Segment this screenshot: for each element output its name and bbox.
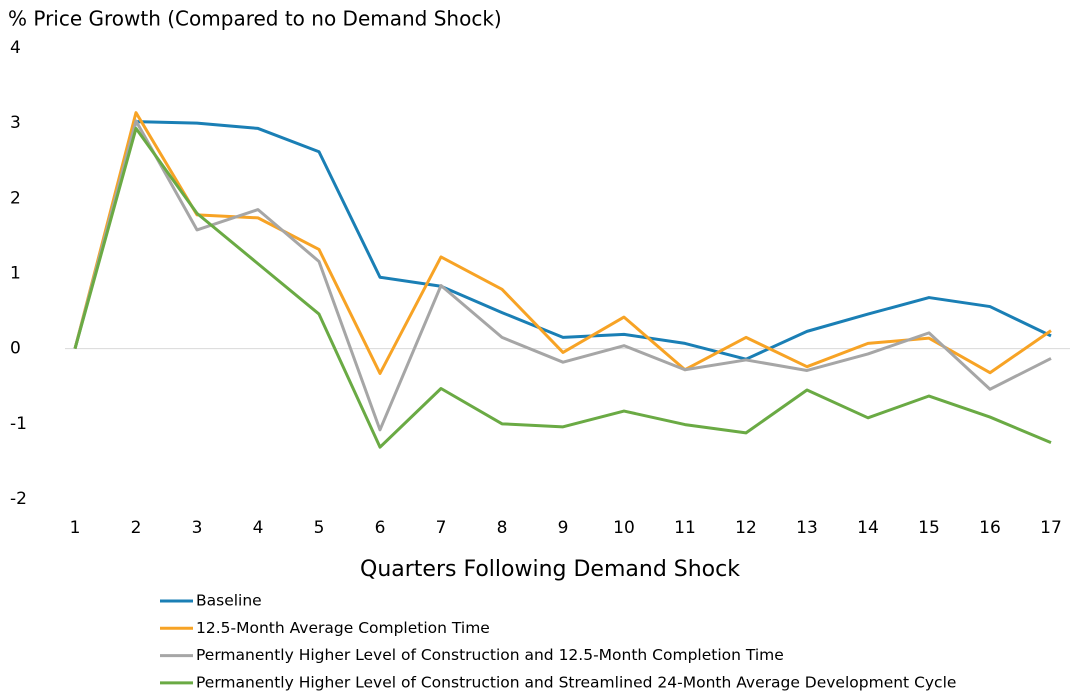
x-axis-label: Quarters Following Demand Shock [360,557,740,582]
x-tick-label: 3 [192,518,203,538]
x-tick-label: 11 [674,518,696,538]
legend-label: Permanently Higher Level of Construction… [196,673,956,691]
y-tick-label: -1 [10,414,27,434]
x-tick-label: 12 [735,518,757,538]
x-tick-label: 9 [558,518,569,538]
y-tick-label: 1 [10,264,21,284]
legend-label: Permanently Higher Level of Construction… [196,646,784,664]
y-tick-label: 3 [10,113,21,133]
series-line [73,120,1052,361]
chart-title: % Price Growth (Compared to no Demand Sh… [8,7,502,31]
x-tick-label: 14 [857,518,879,538]
x-tick-label: 15 [918,518,940,538]
series-line [73,119,1052,432]
legend-label: Baseline [196,592,262,610]
x-tick-label: 8 [497,518,508,538]
x-tick-label: 4 [253,518,264,538]
x-tick-label: 7 [436,518,447,538]
x-tick-label: 10 [613,518,635,538]
legend-label: 12.5-Month Average Completion Time [196,619,490,637]
x-tick-label: 2 [131,518,142,538]
x-tick-label: 6 [375,518,386,538]
y-tick-label: 4 [10,38,21,58]
y-tick-label: -2 [10,489,27,509]
y-tick-label: 0 [10,339,21,359]
x-tick-label: 5 [314,518,325,538]
x-tick-label: 13 [796,518,818,538]
y-tick-label: 2 [10,188,21,208]
series-line [73,126,1052,449]
x-tick-label: 16 [979,518,1001,538]
series-line [73,111,1052,375]
x-tick-label: 1 [70,518,81,538]
x-tick-label: 17 [1040,518,1062,538]
